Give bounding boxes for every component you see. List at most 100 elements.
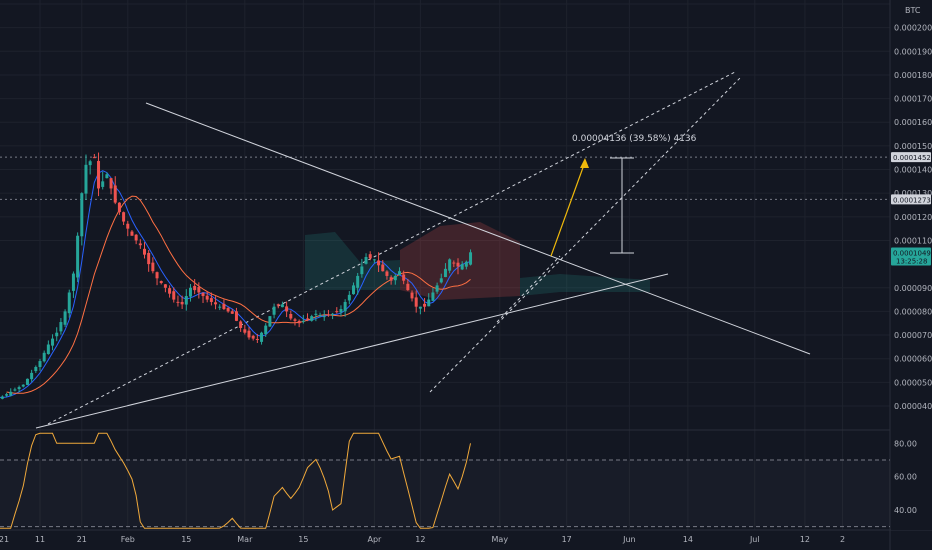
candle-body — [272, 306, 276, 315]
y-tick-label: 0.00019000 — [894, 47, 932, 56]
candle-body — [335, 311, 339, 313]
candle-body — [360, 266, 364, 275]
x-tick-label: 2 — [840, 535, 845, 544]
price-tag[interactable] — [891, 194, 931, 205]
y-tick-label: 0.00005000 — [894, 378, 932, 387]
y-tick-label: 0.00016000 — [894, 118, 932, 127]
projection-drawing[interactable] — [550, 157, 634, 257]
countdown-label: 13:25:28 — [896, 257, 927, 265]
x-tick-label: 14 — [683, 535, 693, 544]
currency-unit-label: BTC — [905, 6, 921, 15]
candle-body — [414, 297, 418, 307]
candle-body — [251, 335, 255, 339]
candle-body — [84, 164, 88, 194]
candle-body — [51, 338, 55, 346]
y-tick-label: 0.00014000 — [894, 166, 932, 175]
candle-body — [147, 252, 151, 265]
projection-arrow[interactable] — [550, 161, 586, 257]
candle-body — [306, 318, 310, 320]
candle-body — [402, 274, 406, 281]
candle-body — [439, 278, 443, 283]
x-tick-label: 15 — [181, 535, 191, 544]
candle-body — [318, 314, 322, 316]
candle-body — [9, 391, 13, 396]
rsi-tick-label: 40.00 — [894, 506, 917, 515]
y-tick-label: 0.00015000 — [894, 142, 932, 151]
candle-body — [406, 283, 410, 291]
candle-body — [222, 303, 226, 310]
x-tick-label: Jun — [622, 535, 636, 544]
rsi-panel — [0, 432, 890, 529]
candle-body — [301, 320, 305, 322]
candle-body — [226, 308, 230, 312]
time-axis[interactable]: 21 11 21 Feb 15 Mar 15 Apr 12 May 17 Jun 14 Jul 12 2 — [0, 535, 845, 544]
candle-body — [113, 185, 117, 203]
rsi-band-fill — [0, 460, 890, 527]
candlestick-series — [0, 152, 473, 400]
x-tick-label: Feb — [121, 535, 135, 544]
candle-body — [218, 306, 222, 308]
candle-body — [214, 302, 218, 305]
candle-body — [381, 264, 385, 272]
candle-body — [460, 264, 464, 270]
price-tag[interactable] — [891, 152, 931, 163]
trendline-drawings[interactable] — [35, 71, 811, 429]
price-tag-label: 0.00012736 — [893, 196, 932, 204]
candle-body — [243, 329, 247, 333]
candle-body — [88, 161, 92, 166]
x-tick-label: 15 — [298, 535, 308, 544]
descending-trendline[interactable] — [145, 102, 811, 355]
candle-body — [55, 332, 59, 337]
rsi-tick-label: 80.00 — [894, 439, 917, 448]
candle-body — [410, 292, 414, 299]
x-tick-label: 12 — [800, 535, 810, 544]
price-tag[interactable] — [891, 247, 931, 266]
measure-annotation: 0.00004136 (39.58%) 4136 — [572, 134, 697, 144]
candle-body — [197, 287, 201, 293]
y-tick-label: 0.00013000 — [894, 189, 932, 198]
candle-body — [188, 287, 192, 297]
candle-body — [310, 316, 314, 321]
candle-body — [109, 178, 113, 189]
candle-body — [285, 306, 289, 312]
candle-body — [268, 316, 272, 327]
candle-body — [30, 372, 34, 380]
x-tick-label: 21 — [0, 535, 9, 544]
ascending-trendline[interactable] — [35, 273, 669, 429]
candle-body — [255, 339, 259, 341]
candle-body — [352, 285, 355, 295]
arrow-head-icon — [580, 158, 589, 168]
candle-body — [134, 234, 138, 241]
y-tick-label: 0.00008000 — [894, 307, 932, 316]
candle-body — [239, 321, 243, 328]
x-tick-label: 17 — [562, 535, 572, 544]
cloud-green — [305, 232, 400, 290]
lower-channel-line[interactable] — [429, 77, 741, 393]
candle-body — [25, 378, 29, 385]
candle-body — [193, 285, 197, 291]
candle-body — [42, 352, 46, 362]
price-tag-label: 0.00014524 — [893, 154, 932, 162]
x-tick-label: Mar — [237, 535, 253, 544]
candle-body — [138, 243, 142, 246]
candle-body — [80, 193, 84, 237]
candle-body — [339, 309, 343, 313]
y-tick-label: 0.00004000 — [894, 402, 932, 411]
y-tick-label: 0.00012000 — [894, 213, 932, 222]
candle-body — [418, 306, 422, 309]
candle-body — [163, 284, 167, 288]
price-axis[interactable]: 0.00004000 0.00005000 0.00006000 0.00007000… — [891, 0, 932, 530]
candle-body — [368, 254, 372, 259]
candle-body — [431, 292, 435, 301]
upper-channel-line[interactable] — [47, 71, 736, 425]
candle-body — [331, 313, 335, 315]
candle-body — [34, 366, 38, 372]
candle-body — [443, 268, 447, 278]
ma-slow-line — [6, 195, 471, 394]
candle-body — [448, 259, 452, 271]
candle-body — [13, 389, 17, 391]
candle-body — [393, 275, 397, 281]
candle-body — [377, 260, 381, 266]
candle-body — [389, 277, 393, 281]
